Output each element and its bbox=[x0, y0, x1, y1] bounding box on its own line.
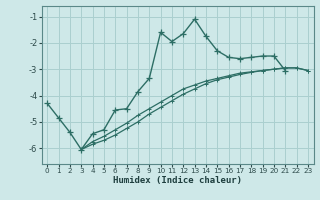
X-axis label: Humidex (Indice chaleur): Humidex (Indice chaleur) bbox=[113, 176, 242, 185]
